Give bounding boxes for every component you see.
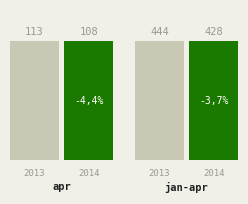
Bar [135,41,184,160]
Bar [64,41,113,160]
Bar [10,41,59,160]
Text: apr: apr [52,182,71,192]
Text: 2013: 2013 [24,169,45,177]
Text: -4,4%: -4,4% [74,96,103,106]
Text: -3,7%: -3,7% [199,96,228,106]
Text: jan-apr: jan-apr [165,182,208,193]
Text: 428: 428 [204,27,223,37]
Text: 2014: 2014 [78,169,99,177]
Text: 444: 444 [150,27,169,37]
Text: 108: 108 [79,27,98,37]
Text: 113: 113 [25,27,44,37]
Text: 2013: 2013 [149,169,170,177]
Text: 2014: 2014 [203,169,224,177]
Bar [189,41,238,160]
